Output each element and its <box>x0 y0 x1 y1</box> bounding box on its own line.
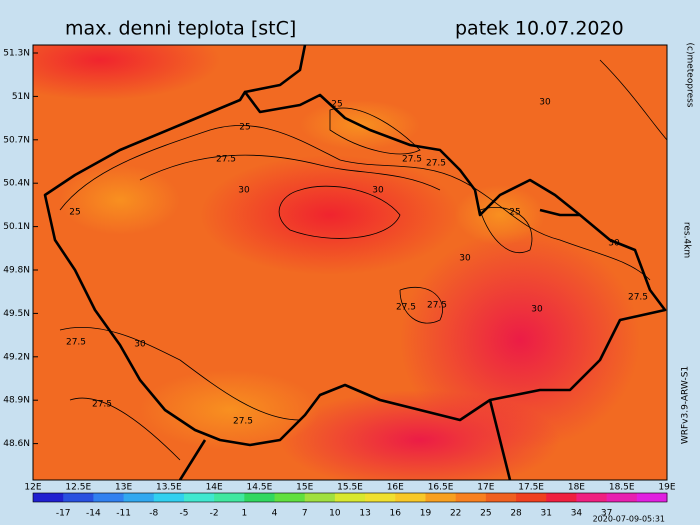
colorbar-bin <box>425 493 457 502</box>
colorbar-tick-label: 28 <box>510 509 522 519</box>
title: max. denni teplota [stC] <box>65 18 296 40</box>
colorbar-bin <box>153 493 185 502</box>
timestamp: 2020-07-09-05:31 <box>593 515 665 524</box>
colorbar-bin <box>485 493 517 502</box>
colorbar-tick-label: 31 <box>541 509 552 519</box>
contour-label: 25 <box>331 100 342 110</box>
contour-label: 30 <box>531 305 543 315</box>
colorbar-tick-label: 10 <box>329 509 341 519</box>
colorbar-bin <box>244 493 276 502</box>
latitude-label: 48.9N <box>3 396 30 406</box>
map-frame <box>32 44 668 481</box>
colorbar-bin <box>33 493 64 502</box>
longitude-label: 13E <box>115 483 132 493</box>
contour-label: 30 <box>459 254 471 264</box>
latitude-label: 50.1N <box>3 222 30 232</box>
longitude-label: 17.5E <box>518 483 544 493</box>
map-area <box>33 45 667 480</box>
colorbar-tick-label: 25 <box>480 509 491 519</box>
longitude-label: 18.5E <box>609 483 635 493</box>
colorbar-tick-label: 16 <box>390 509 402 519</box>
colorbar-bin <box>606 493 638 502</box>
date: patek 10.07.2020 <box>455 18 624 40</box>
colorbar-tick-label: 1 <box>241 509 247 519</box>
colorbar-bin <box>395 493 426 502</box>
latitude-label: 50.7N <box>3 135 30 145</box>
contour-label: 30 <box>238 186 250 196</box>
contour-label: 27.5 <box>216 155 236 165</box>
contour-label: 30 <box>608 239 620 249</box>
longitude-label: 16.5E <box>428 483 454 493</box>
colorbar-tick-label: -14 <box>86 509 101 519</box>
latitude-label: 48.6N <box>3 439 30 449</box>
contour-label: 27.5 <box>66 338 86 348</box>
latitude-label: 51N <box>12 92 30 102</box>
contour-label: 30 <box>539 98 551 108</box>
contour-label: 30 <box>372 186 384 196</box>
contour-label: 25 <box>509 208 520 218</box>
contour-label: 30 <box>134 340 146 350</box>
copyright-label: (c)meteopress <box>685 43 695 108</box>
longitude-label: 15E <box>296 483 313 493</box>
contour-label: 27.5 <box>426 159 446 169</box>
contour-label: 27.5 <box>233 417 253 427</box>
colorbar-bin <box>214 493 245 502</box>
colorbar-tick-label: 22 <box>450 509 461 519</box>
colorbar-bin <box>546 493 577 502</box>
colorbar-tick-label: 7 <box>302 509 308 519</box>
colorbar-bin <box>576 493 608 502</box>
colorbar-tick-label: -5 <box>179 509 188 519</box>
contour-label: 27.5 <box>427 301 447 311</box>
colorbar-bin <box>274 493 306 502</box>
colorbar-bin <box>455 493 487 502</box>
contour-label: 27.5 <box>92 400 112 410</box>
longitude-label: 16E <box>387 483 404 493</box>
contour-label: 25 <box>69 208 80 218</box>
colorbar-tick-label: 13 <box>359 509 370 519</box>
contour-label: 25 <box>239 123 250 133</box>
longitude-label: 19E <box>658 483 675 493</box>
latitude-label: 51.3N <box>3 49 30 59</box>
colorbar-bin <box>516 493 547 502</box>
longitude-label: 15.5E <box>337 483 363 493</box>
longitude-label: 12E <box>24 483 41 493</box>
colorbar-bin <box>365 493 396 502</box>
colorbar-bin <box>183 493 215 502</box>
colorbar-tick-label: -17 <box>56 509 71 519</box>
colorbar-bin <box>63 493 94 502</box>
colorbar-tick-label: 19 <box>420 509 432 519</box>
longitude-label: 18E <box>568 483 585 493</box>
colorbar-bin <box>334 493 366 502</box>
latitude-label: 49.8N <box>3 266 30 276</box>
longitude-label: 14.5E <box>247 483 273 493</box>
colorbar-bin <box>304 493 336 502</box>
latitude-label: 49.5N <box>3 309 30 319</box>
latitude-label: 49.2N <box>3 352 30 362</box>
contour-label: 27.5 <box>628 293 648 303</box>
colorbar-tick-label: -8 <box>149 509 158 519</box>
colorbar-tick-label: 34 <box>571 509 583 519</box>
model-label: WRFv3.9-ARW-S1 <box>681 366 691 444</box>
colorbar-tick-label: 4 <box>272 509 278 519</box>
longitude-label: 13.5E <box>156 483 182 493</box>
colorbar-bin <box>636 493 668 502</box>
colorbar-tick-label: -11 <box>116 509 131 519</box>
contour-label: 27.5 <box>396 303 416 313</box>
longitude-label: 12.5E <box>65 483 91 493</box>
colorbar-frame <box>32 492 668 503</box>
resolution-label: res.4km <box>682 222 692 258</box>
colorbar-tick-label: -2 <box>210 509 219 519</box>
colorbar-bin <box>93 493 125 502</box>
colorbar-tick-label: 37 <box>601 509 612 519</box>
contour-label: 27.5 <box>402 155 422 165</box>
latitude-label: 50.4N <box>3 179 30 189</box>
longitude-label: 14E <box>206 483 223 493</box>
longitude-label: 17E <box>477 483 494 493</box>
colorbar-bin <box>123 493 155 502</box>
